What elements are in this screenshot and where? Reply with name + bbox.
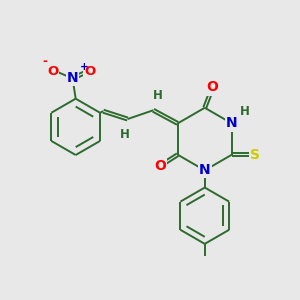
Text: O: O bbox=[207, 80, 218, 94]
Text: H: H bbox=[153, 89, 163, 102]
Text: O: O bbox=[154, 159, 166, 172]
Text: -: - bbox=[42, 55, 47, 68]
Text: S: S bbox=[250, 148, 260, 162]
Text: O: O bbox=[84, 65, 96, 78]
Text: N: N bbox=[67, 71, 78, 85]
Text: O: O bbox=[47, 65, 58, 78]
Text: N: N bbox=[226, 116, 238, 130]
Text: +: + bbox=[80, 61, 88, 72]
Text: H: H bbox=[119, 128, 129, 140]
Text: H: H bbox=[240, 105, 250, 118]
Text: N: N bbox=[199, 163, 211, 177]
